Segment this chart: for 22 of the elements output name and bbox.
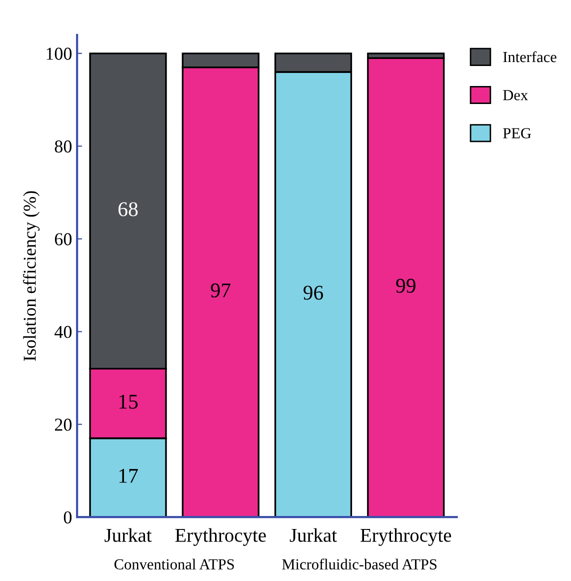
data-label: 96 [304, 286, 324, 300]
x-tick-label: Jurkat [104, 528, 152, 542]
data-label: 15 [119, 394, 138, 409]
data-label: 68 [118, 202, 138, 216]
x-tick-label: Jurkat [290, 528, 337, 542]
y-axis-title: Isolation efficiency (%) [22, 191, 40, 361]
y-tick-label: 0 [64, 511, 72, 524]
y-tick-label: 60 [54, 233, 72, 246]
legend-label: Interface [503, 51, 556, 62]
data-label: 99 [396, 278, 416, 293]
y-tick-label: 80 [54, 140, 72, 153]
legend-label: PEG [503, 128, 532, 138]
legend-label: Dex [503, 90, 528, 100]
y-tick-label: 20 [54, 418, 72, 431]
y-tick-label: 100 [46, 48, 72, 60]
data-label: 17 [119, 468, 138, 483]
x-tick-label: Erythrocyte [360, 528, 452, 546]
text: Microfluidic-based ATPS [282, 558, 436, 570]
x-tick-label: Erythrocyte [175, 528, 266, 546]
y-tick-label: 40 [54, 326, 72, 338]
text: Conventional ATPS [114, 558, 234, 570]
data-label: 97 [210, 283, 230, 298]
